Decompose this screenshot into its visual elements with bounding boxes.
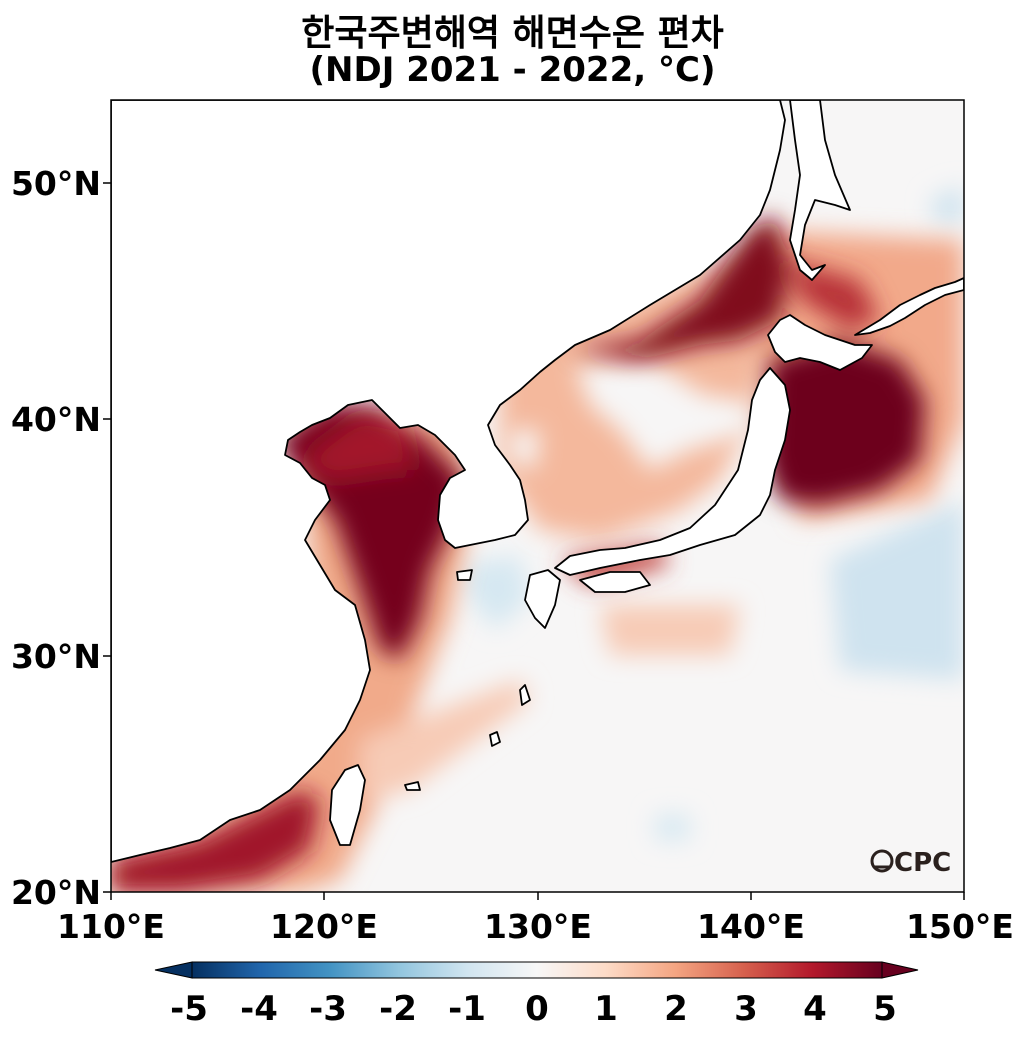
colorbar-tick-label: -2: [379, 989, 417, 1029]
colorbar-tick-label: -4: [240, 989, 278, 1029]
colorbar: -5 -4 -3 -2 -1 0 1 2 3 4 5: [154, 961, 919, 1029]
map-subtitle: (NDJ 2021 - 2022, °C): [309, 50, 716, 90]
colorbar-tick-label: 5: [873, 989, 897, 1029]
x-tick-label: 150°E: [906, 907, 1014, 946]
cool-anomaly-patches: [460, 185, 964, 840]
colorbar-tick-label: 0: [525, 989, 549, 1029]
colorbar-tick-label: -5: [170, 989, 208, 1029]
y-tick-label: 20°N: [11, 873, 101, 912]
land-masses: [111, 100, 964, 863]
strong-warm-anomaly: [111, 215, 925, 892]
logo-text: CPC: [894, 848, 951, 878]
map-field: [111, 100, 964, 892]
y-axis: 50°N 40°N 30°N 20°N: [11, 164, 111, 912]
colorbar-labels: -5 -4 -3 -2 -1 0 1 2 3 4 5: [170, 989, 897, 1029]
colorbar-max-extend: [881, 961, 919, 979]
ocpc-logo: CPC: [870, 848, 951, 878]
x-tick-label: 110°E: [57, 907, 165, 946]
x-tick-label: 130°E: [484, 907, 592, 946]
y-tick-label: 30°N: [11, 637, 101, 676]
jeju-island: [456, 569, 473, 581]
hokkaido: [767, 314, 873, 371]
asian-continent: [111, 100, 786, 863]
colorbar-tick-label: 4: [803, 989, 827, 1029]
neutral-holes: [510, 360, 760, 470]
colorbar-gradient: [192, 962, 882, 978]
x-axis: 110°E 120°E 130°E 140°E 150°E: [57, 892, 1014, 946]
colorbar-tick-label: 2: [664, 989, 688, 1029]
map-title: 한국주변해역 해면수온 편차: [301, 13, 724, 54]
honshu: [554, 367, 791, 576]
shikoku: [579, 571, 651, 593]
colorbar-tick-label: -1: [448, 989, 486, 1029]
y-tick-label: 50°N: [11, 164, 101, 203]
kuril-arc: [854, 277, 964, 336]
sakhalin-and-north: [789, 100, 851, 281]
taiwan: [329, 764, 366, 846]
ryukyu-islands: [404, 684, 531, 791]
x-tick-label: 120°E: [270, 907, 378, 946]
kyushu: [524, 569, 561, 629]
colorbar-tick-label: 1: [594, 989, 618, 1029]
x-tick-label: 140°E: [697, 907, 805, 946]
y-tick-label: 40°N: [11, 400, 101, 439]
colorbar-min-extend: [154, 961, 193, 979]
colorbar-tick-label: 3: [734, 989, 758, 1029]
colorbar-tick-label: -3: [309, 989, 347, 1029]
